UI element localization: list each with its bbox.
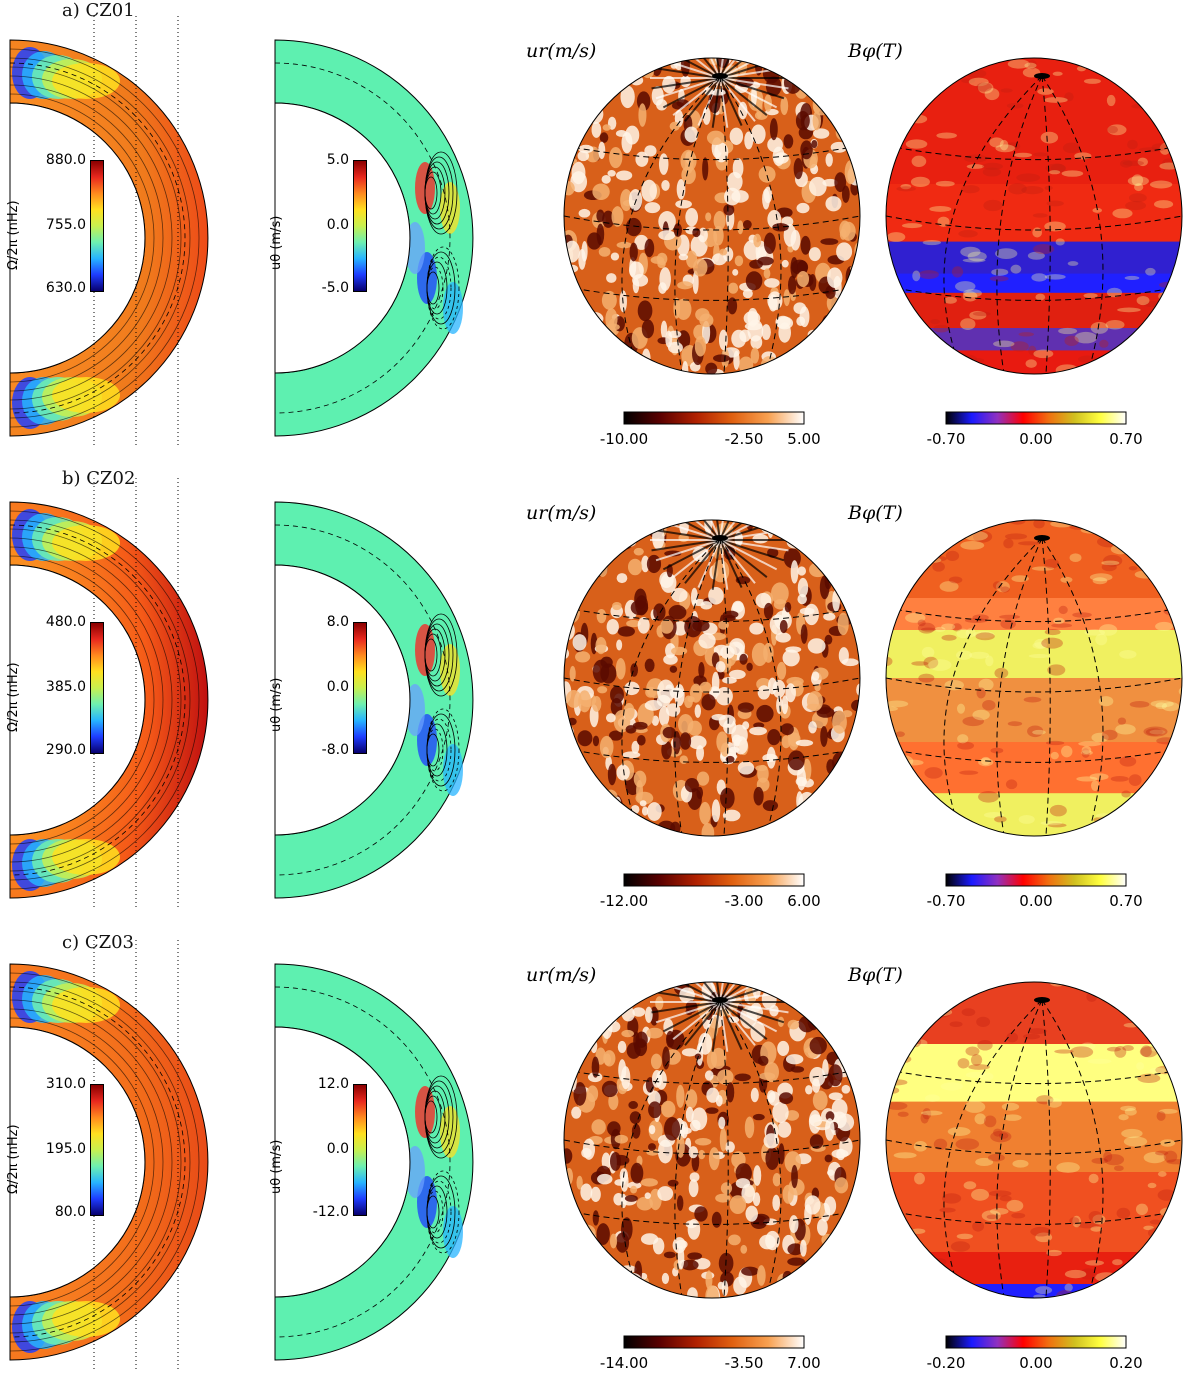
colorbar-tick-label: 0.0 xyxy=(326,1141,349,1157)
ur-globe xyxy=(562,518,862,838)
colorbar-gradient xyxy=(90,622,104,754)
ur-globe xyxy=(562,56,862,376)
colorbar-tick-label: 0.00 xyxy=(1019,892,1053,910)
colorbar-tick-label: 755.0 xyxy=(45,217,86,233)
panel-row-c: c) CZ03 310.0 195.0 80.0 Ω/2π (nHz) 12.0 0.0 -… xyxy=(0,924,1195,1386)
colorbar-tick-label: 630.0 xyxy=(45,280,86,296)
ur-colorbar xyxy=(623,1335,805,1350)
omega-meridional-plot xyxy=(9,478,225,908)
colorbar-title: Ω/2π (nHz) xyxy=(6,1124,21,1194)
colorbar-tick-label: -3.50 xyxy=(724,1354,764,1372)
bphi-title: Bφ(T) xyxy=(848,502,903,524)
colorbar-tick-label: -12.00 xyxy=(599,892,649,910)
colorbar-tick-label: 290.0 xyxy=(45,742,86,758)
colorbar-tick-label: 0.00 xyxy=(1019,1354,1053,1372)
colorbar-tick-label: 6.00 xyxy=(787,892,821,910)
colorbar-gradient xyxy=(90,160,104,292)
colorbar-gradient xyxy=(353,1084,367,1216)
utheta-meridional-plot xyxy=(274,498,490,903)
colorbar-tick-label: 5.00 xyxy=(787,430,821,448)
colorbar-tick-label: -0.70 xyxy=(926,892,966,910)
colorbar-tick-label: 385.0 xyxy=(45,679,86,695)
colorbar-tick-label: -5.0 xyxy=(321,280,349,296)
colorbar-title: uθ (m/s) xyxy=(269,215,284,270)
colorbar-gradient xyxy=(90,1084,104,1216)
ur-title: ur(m/s) xyxy=(526,964,597,986)
colorbar-tick-label: 5.0 xyxy=(326,152,349,168)
bphi-globe xyxy=(884,980,1184,1300)
colorbar-tick-label: 195.0 xyxy=(45,1141,86,1157)
colorbar-title: uθ (m/s) xyxy=(269,677,284,732)
ur-globe xyxy=(562,980,862,1300)
colorbar-tick-label: -2.50 xyxy=(724,430,764,448)
bphi-globe xyxy=(884,518,1184,838)
bphi-title: Bφ(T) xyxy=(848,40,903,62)
colorbar-title: Ω/2π (nHz) xyxy=(6,200,21,270)
colorbar-tick-label: 0.70 xyxy=(1109,430,1143,448)
colorbar-gradient xyxy=(353,160,367,292)
ur-title: ur(m/s) xyxy=(526,502,597,524)
bphi-colorbar xyxy=(945,1335,1127,1350)
ur-colorbar xyxy=(623,411,805,426)
colorbar-title: uθ (m/s) xyxy=(269,1139,284,1194)
colorbar-tick-label: 0.0 xyxy=(326,217,349,233)
colorbar-tick-label: 880.0 xyxy=(45,152,86,168)
colorbar-tick-label: 0.20 xyxy=(1109,1354,1143,1372)
bphi-globe xyxy=(884,56,1184,376)
row-label: b) CZ02 xyxy=(62,468,136,489)
omega-meridional-plot xyxy=(9,940,225,1370)
bphi-colorbar xyxy=(945,411,1127,426)
utheta-meridional-plot xyxy=(274,36,490,441)
utheta-meridional-plot xyxy=(274,960,490,1365)
colorbar-title: Ω/2π (nHz) xyxy=(6,662,21,732)
ur-colorbar xyxy=(623,873,805,888)
colorbar-gradient xyxy=(353,622,367,754)
omega-meridional-plot xyxy=(9,16,225,446)
colorbar-tick-label: 8.0 xyxy=(326,614,349,630)
colorbar-tick-label: 480.0 xyxy=(45,614,86,630)
panel-row-a: a) CZ01 880.0 755.0 630.0 Ω/2π (nHz) 5.0 0.0 -… xyxy=(0,0,1195,462)
bphi-colorbar xyxy=(945,873,1127,888)
colorbar-tick-label: -10.00 xyxy=(599,430,649,448)
colorbar-tick-label: 0.00 xyxy=(1019,430,1053,448)
colorbar-tick-label: -0.20 xyxy=(926,1354,966,1372)
colorbar-tick-label: 0.0 xyxy=(326,679,349,695)
colorbar-tick-label: -14.00 xyxy=(599,1354,649,1372)
row-label: c) CZ03 xyxy=(62,932,135,953)
colorbar-tick-label: 7.00 xyxy=(787,1354,821,1372)
colorbar-tick-label: 12.0 xyxy=(317,1076,349,1092)
ur-title: ur(m/s) xyxy=(526,40,597,62)
colorbar-tick-label: 80.0 xyxy=(54,1204,86,1220)
colorbar-tick-label: -12.0 xyxy=(312,1204,349,1220)
colorbar-tick-label: -0.70 xyxy=(926,430,966,448)
colorbar-tick-label: 0.70 xyxy=(1109,892,1143,910)
colorbar-tick-label: -3.00 xyxy=(724,892,764,910)
panel-row-b: b) CZ02 480.0 385.0 290.0 Ω/2π (nHz) 8.0 0.0 -… xyxy=(0,462,1195,924)
bphi-title: Bφ(T) xyxy=(848,964,903,986)
colorbar-tick-label: 310.0 xyxy=(45,1076,86,1092)
row-label: a) CZ01 xyxy=(62,0,135,21)
colorbar-tick-label: -8.0 xyxy=(321,742,349,758)
